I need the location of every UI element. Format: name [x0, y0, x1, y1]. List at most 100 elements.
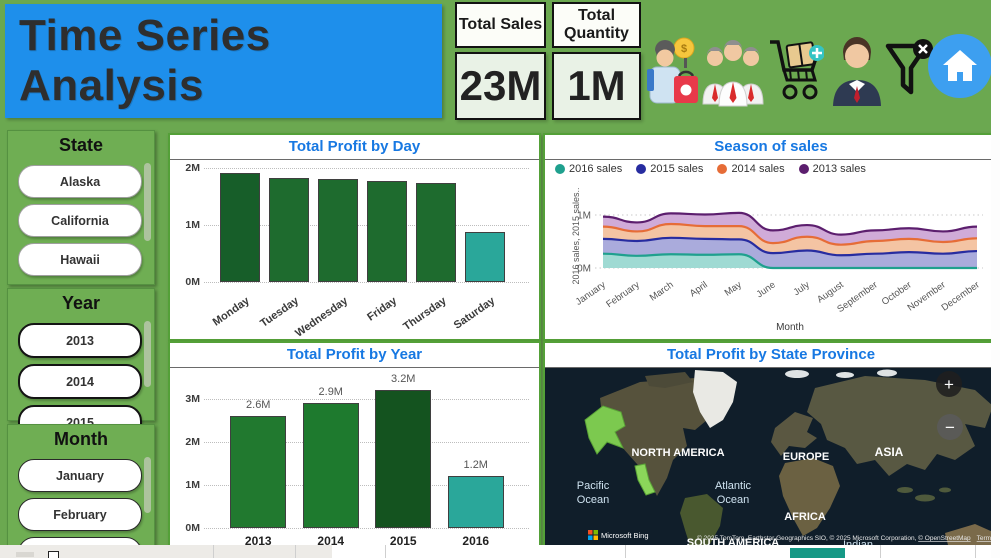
month-axis-label: December	[940, 279, 982, 313]
continent-label: ASIA	[875, 445, 904, 459]
slicer-title: Year	[61, 293, 101, 313]
map-greenland	[693, 370, 737, 428]
map-canada-arctic	[645, 372, 693, 388]
bar-data-label: 2.6M	[246, 399, 271, 412]
slicer-state: State Alaska California Hawaii	[7, 130, 155, 285]
legend-label: 2015 sales	[650, 163, 704, 175]
continent-label: NORTH AMERICA	[631, 447, 724, 459]
ocean-label: Atlantic	[715, 480, 752, 492]
map-north-america	[600, 378, 730, 496]
slicer-option-alaska[interactable]: Alaska	[18, 165, 142, 198]
bar-2013[interactable]	[230, 416, 287, 528]
terms-link[interactable]: Terms	[977, 535, 993, 542]
bar-2015[interactable]	[375, 390, 432, 528]
x-axis-label: Monday	[210, 294, 252, 329]
profit-by-day-plot: 2M 1M 0M Monday Tuesday Wednesday Friday Thursd…	[170, 160, 539, 340]
slicer-title: Month	[54, 429, 108, 449]
home-icon	[943, 50, 977, 81]
clear-filter-icon[interactable]	[884, 36, 934, 111]
gridline	[204, 399, 529, 400]
kpi-total-quantity-value: 1M	[552, 52, 641, 120]
add-to-cart-icon[interactable]	[766, 36, 825, 111]
x-axis-label: 2014	[317, 534, 345, 548]
month-axis-label: March	[648, 279, 676, 303]
slicer-title: State	[58, 135, 103, 155]
slicer-option-january[interactable]: January	[18, 459, 142, 492]
y-axis-tick: 0M	[185, 522, 200, 534]
bing-provider-label: Microsoft Bing	[601, 531, 649, 540]
slicer-option-hawaii[interactable]: Hawaii	[18, 243, 142, 276]
map-europe	[771, 412, 817, 456]
ocean-label: Indian	[843, 539, 873, 549]
svg-text:−: −	[945, 418, 955, 437]
bar-friday[interactable]	[367, 181, 408, 282]
bar-saturday[interactable]	[465, 232, 506, 282]
slicer-option-2013[interactable]: 2013	[18, 323, 142, 358]
map-south-america	[680, 494, 723, 549]
month-axis-label: July	[792, 279, 812, 298]
kpi-total-quantity-label: Total Quantity	[552, 2, 641, 48]
y-axis-tick: 3M	[185, 393, 200, 405]
bing-map[interactable]: NORTH AMERICA EUROPE ASIA AFRICA SOUTH AMERI…	[545, 368, 993, 549]
gridline	[204, 225, 529, 226]
kpi-total-quantity: Total Quantity 1M	[552, 2, 641, 120]
page-title: Time Series Analysis	[19, 11, 271, 110]
manager-icon[interactable]	[830, 36, 884, 111]
map-highlight-california[interactable]	[634, 463, 656, 496]
microsoft-logo	[588, 535, 593, 540]
map-highlight-alaska[interactable]	[584, 405, 626, 455]
profit-by-year-plot: 3M 2M 1M 0M 2.6M 2013 2.9M 2014 3.2M 2015 1.2M 2016	[170, 368, 539, 548]
openstreetmap-link[interactable]: © OpenStreetMap	[918, 534, 971, 542]
chart-card-profit-by-day: Total Profit by Day 2M 1M 0M Monday Tuesday W…	[168, 133, 541, 341]
ocean-label: Ocean	[717, 494, 749, 506]
bar-wednesday[interactable]	[317, 179, 358, 282]
chart-title: Season of sales	[545, 135, 997, 160]
bar-monday[interactable]	[219, 172, 260, 282]
legend-dot	[555, 164, 565, 174]
legend-item[interactable]: 2014 sales	[717, 163, 785, 175]
legend-item[interactable]: 2013 sales	[798, 163, 866, 175]
slicer-option-2014[interactable]: 2014	[18, 364, 142, 399]
map-card-profit-by-state: Total Profit by State Province	[543, 341, 999, 555]
legend-label: 2013 sales	[812, 163, 866, 175]
right-gutter	[991, 0, 1000, 558]
map-zoom-in-button[interactable]	[936, 371, 962, 397]
slicer-scrollbar[interactable]	[144, 163, 151, 241]
slicer-scrollbar[interactable]	[144, 457, 151, 513]
y-axis-tick: 0M	[185, 276, 200, 288]
bar-thursday[interactable]	[416, 182, 457, 282]
season-legend: 2016 sales 2015 sales 2014 sales 2013 sales	[555, 163, 866, 175]
slicer-option-february[interactable]: February	[18, 498, 142, 531]
legend-label: 2016 sales	[569, 163, 623, 175]
legend-dot	[717, 164, 728, 174]
season-plot: 1M 0M January February March April May June July…	[545, 182, 997, 335]
gridline	[204, 442, 529, 443]
customer-icon[interactable]: $	[646, 36, 702, 113]
map-zoom-out-button[interactable]	[937, 414, 963, 440]
bar-data-label: 2.9M	[318, 386, 343, 399]
bar-data-label: 1.2M	[463, 459, 488, 472]
slicer-option-california[interactable]: California	[18, 204, 142, 237]
bar-tuesday[interactable]	[268, 177, 309, 282]
ocean-label: Ocean	[577, 494, 609, 506]
bar-2016[interactable]	[447, 476, 504, 528]
map-asia	[807, 376, 993, 476]
slicer-year: Year 2013 2014 2015	[7, 288, 155, 440]
map-australia	[945, 524, 993, 549]
kpi-total-sales-label: Total Sales	[455, 2, 546, 48]
gridline	[204, 168, 529, 169]
continent-label: AFRICA	[784, 511, 826, 523]
x-axis-label: 2013	[244, 534, 272, 548]
slicer-scrollbar[interactable]	[144, 321, 151, 387]
microsoft-logo	[593, 535, 598, 540]
gridline	[204, 485, 529, 486]
bar-2014[interactable]	[302, 403, 359, 528]
home-button[interactable]	[928, 34, 992, 98]
legend-item[interactable]: 2016 sales	[555, 163, 622, 175]
y-axis-tick: 2M	[185, 162, 200, 174]
area-2016-sales[interactable]	[603, 253, 977, 268]
legend-item[interactable]: 2015 sales	[636, 163, 703, 175]
team-icon[interactable]	[702, 36, 764, 113]
legend-label: 2014 sales	[731, 163, 785, 175]
